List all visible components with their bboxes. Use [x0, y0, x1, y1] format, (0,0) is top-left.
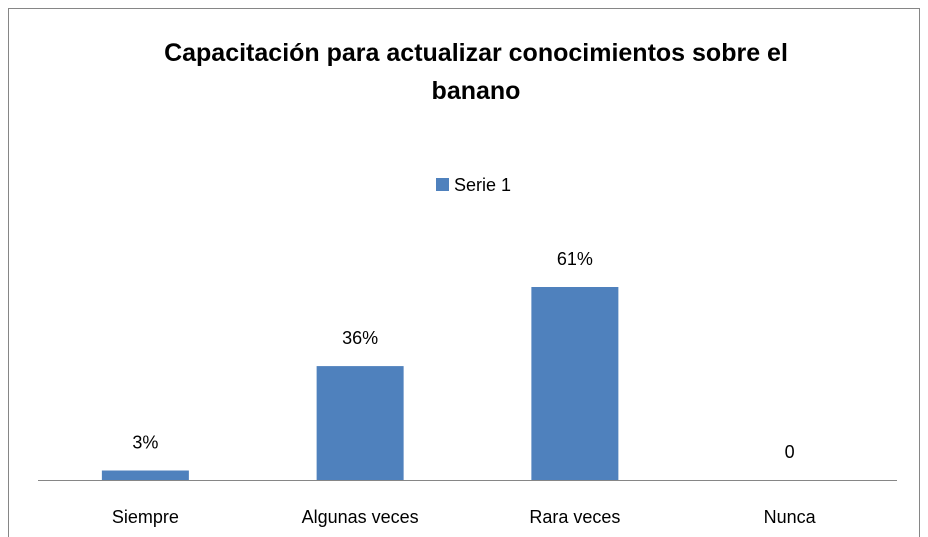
legend-label: Serie 1	[454, 175, 511, 195]
x-tick-label: Nunca	[764, 507, 817, 527]
data-label: 36%	[342, 328, 378, 348]
x-tick-label: Rara veces	[529, 507, 620, 527]
data-label: 61%	[557, 249, 593, 269]
bar	[101, 470, 189, 480]
bar	[531, 287, 619, 480]
x-tick-label: Siempre	[112, 507, 179, 527]
chart-frame	[8, 8, 920, 537]
bar	[316, 366, 404, 480]
x-tick-label: Algunas veces	[302, 507, 419, 527]
chart-title: Capacitación para actualizar conocimient…	[164, 39, 788, 105]
data-label: 0	[785, 442, 795, 462]
data-label: 3%	[132, 432, 158, 452]
legend-swatch	[436, 178, 449, 191]
